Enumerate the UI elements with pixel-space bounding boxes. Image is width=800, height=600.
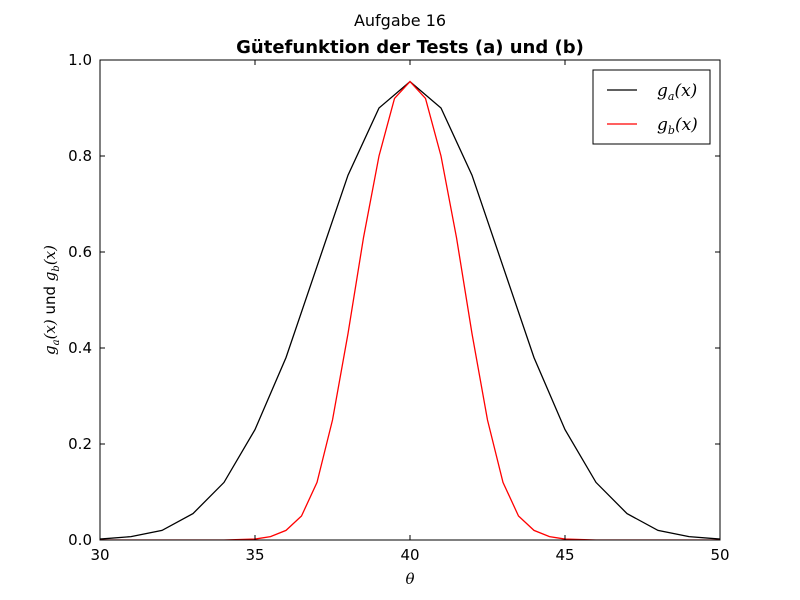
legend-label-main: g	[657, 81, 668, 101]
y-tick-label: 1.0	[68, 51, 92, 69]
y-axis-label-gb: g	[41, 272, 59, 282]
legend-label-main: g	[657, 115, 668, 135]
x-axis-label: θ	[405, 570, 414, 588]
legend-label-arg: (x)	[674, 81, 697, 101]
legend-label-b: gb(x)	[657, 115, 698, 137]
y-axis-label: ga(x) und gb(x)	[41, 245, 62, 355]
y-axis-label-ga-arg: (x)	[41, 319, 59, 339]
y-tick-label: 0.6	[68, 243, 92, 261]
figure-suptitle: Aufgabe 16	[354, 11, 446, 30]
x-tick-label: 45	[555, 546, 574, 564]
series-line-b	[100, 80, 720, 540]
legend-label-sub: b	[668, 124, 675, 137]
y-tick-label: 0.2	[68, 435, 92, 453]
legend-label-arg: (x)	[675, 115, 698, 135]
y-tick-label: 0.8	[68, 147, 92, 165]
legend-label-sub: a	[668, 90, 675, 103]
plot-area: 30 35 40 45 500.00.20.40.60.81.0ga(x)gb(x)	[68, 51, 729, 564]
y-axis-label-ga-sub: a	[51, 339, 62, 345]
x-tick-label: 30	[90, 546, 109, 564]
legend-label-a: ga(x)	[657, 81, 697, 103]
x-tick-label: 50	[710, 546, 729, 564]
x-tick-label: 40	[400, 546, 419, 564]
legend-box	[592, 69, 711, 145]
y-axis-label-gb-arg: (x)	[41, 245, 59, 265]
y-tick-label: 0.0	[68, 531, 92, 549]
chart-title: Gütefunktion der Tests (a) und (b)	[236, 37, 584, 58]
y-axis-label-und: und	[41, 281, 59, 319]
y-axis-label-gb-sub: b	[51, 265, 62, 271]
y-tick-label: 0.4	[68, 339, 92, 357]
series-line-a	[100, 80, 720, 540]
y-axis-label-ga: g	[41, 345, 59, 355]
x-tick-label: 35	[245, 546, 264, 564]
